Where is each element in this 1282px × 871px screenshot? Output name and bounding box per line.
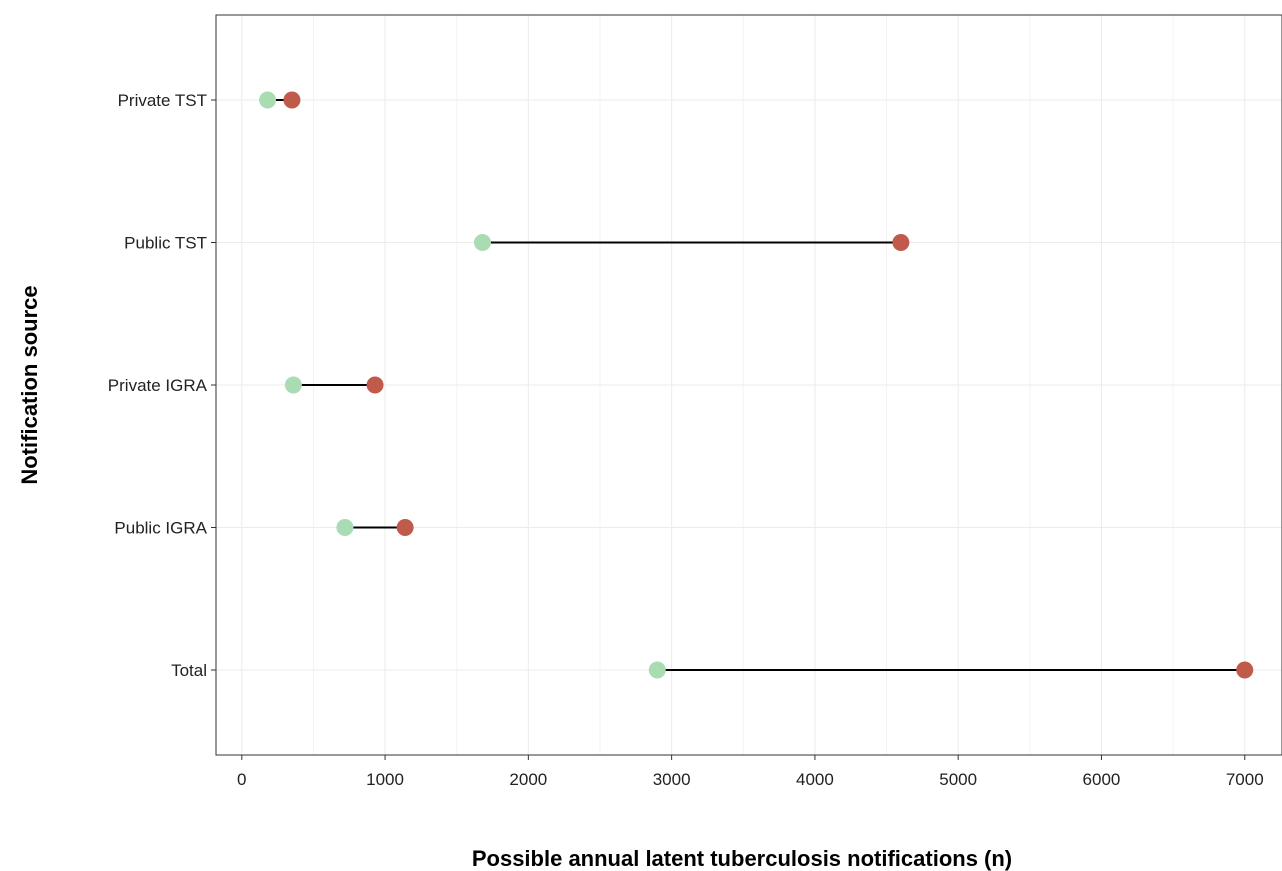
x-tick-label: 0 <box>237 770 246 789</box>
dumbbell-points <box>259 91 1254 679</box>
y-tick-label: Private TST <box>118 91 207 110</box>
x-tick-label: 7000 <box>1226 770 1264 789</box>
y-axis-title: Notification source <box>17 285 42 484</box>
y-tick-label: Private IGRA <box>108 376 208 395</box>
low-value-point <box>648 661 666 679</box>
x-axis-title: Possible annual latent tuberculosis noti… <box>472 846 1012 871</box>
x-tick-label: 5000 <box>939 770 977 789</box>
x-tick-label: 1000 <box>366 770 404 789</box>
y-axis: Private TST Public TST Private IGRA Public … <box>108 91 216 680</box>
low-value-point <box>474 234 491 251</box>
high-value-point <box>283 91 301 109</box>
high-value-point <box>1236 661 1254 679</box>
y-tick-label: Public TST <box>124 234 207 253</box>
x-axis: 0 1000 2000 3000 4000 5000 6000 7000 <box>237 755 1264 789</box>
y-tick-label: Public IGRA <box>114 519 207 538</box>
low-value-point <box>336 519 354 536</box>
x-tick-label: 2000 <box>509 770 547 789</box>
high-value-point <box>366 376 384 394</box>
low-value-point <box>259 91 277 109</box>
high-value-point <box>892 234 910 251</box>
low-value-point <box>284 376 302 394</box>
x-tick-label: 3000 <box>653 770 691 789</box>
high-value-point <box>396 519 414 536</box>
x-tick-label: 4000 <box>796 770 834 789</box>
y-tick-label: Total <box>171 661 207 680</box>
x-tick-label: 6000 <box>1083 770 1121 789</box>
